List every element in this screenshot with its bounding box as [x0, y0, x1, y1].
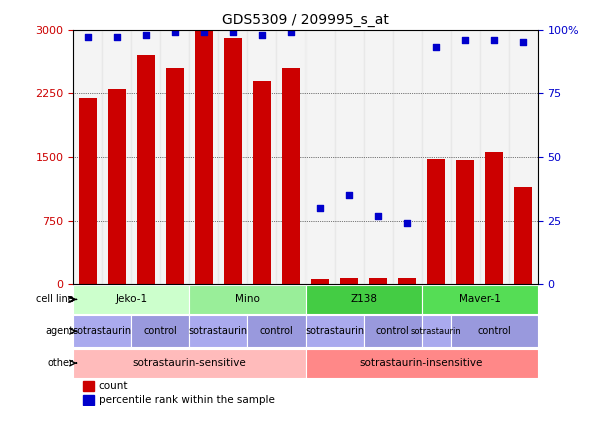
Text: Z138: Z138 — [350, 294, 377, 305]
FancyBboxPatch shape — [422, 315, 450, 347]
Point — [373, 212, 383, 219]
Text: other: other — [47, 358, 73, 368]
Point — [315, 204, 325, 211]
Point — [112, 34, 122, 41]
Bar — [364, 30, 392, 284]
Text: sotrastaurin-insensitive: sotrastaurin-insensitive — [360, 358, 483, 368]
Bar — [369, 278, 387, 284]
Bar — [393, 30, 422, 284]
FancyBboxPatch shape — [73, 349, 306, 378]
Text: sotrastaurin: sotrastaurin — [411, 327, 461, 336]
Bar — [103, 30, 131, 284]
FancyBboxPatch shape — [189, 285, 306, 314]
Bar — [456, 159, 474, 284]
Point — [199, 29, 209, 36]
FancyBboxPatch shape — [422, 285, 538, 314]
Bar — [485, 152, 503, 284]
Bar — [137, 55, 155, 284]
Text: control: control — [376, 326, 409, 336]
Point — [431, 44, 441, 51]
Bar — [82, 395, 94, 405]
Bar — [79, 98, 97, 284]
Text: sotrastaurin-sensitive: sotrastaurin-sensitive — [133, 358, 246, 368]
Point — [170, 29, 180, 36]
Text: sotrastaurin: sotrastaurin — [189, 326, 248, 336]
Bar — [508, 30, 538, 284]
FancyBboxPatch shape — [131, 315, 189, 347]
Text: count: count — [99, 381, 128, 391]
FancyBboxPatch shape — [306, 349, 538, 378]
Point — [286, 29, 296, 36]
Bar — [306, 30, 335, 284]
Bar — [166, 68, 184, 284]
FancyBboxPatch shape — [364, 315, 422, 347]
Bar — [219, 30, 247, 284]
Point — [83, 34, 93, 41]
Text: cell line: cell line — [35, 294, 73, 305]
Bar — [73, 30, 102, 284]
Bar — [335, 30, 364, 284]
Text: control: control — [477, 326, 511, 336]
Point — [402, 220, 412, 227]
Bar — [450, 30, 480, 284]
Bar — [276, 30, 306, 284]
Bar — [254, 80, 271, 284]
FancyBboxPatch shape — [73, 285, 189, 314]
Bar — [422, 30, 450, 284]
Text: sotrastaurin: sotrastaurin — [305, 326, 364, 336]
FancyBboxPatch shape — [306, 315, 364, 347]
Point — [344, 192, 354, 198]
Bar — [160, 30, 189, 284]
Text: Mino: Mino — [235, 294, 260, 305]
Text: sotrastaurin: sotrastaurin — [73, 326, 132, 336]
Bar — [196, 30, 213, 284]
Point — [489, 36, 499, 43]
Bar — [427, 159, 445, 284]
FancyBboxPatch shape — [450, 315, 538, 347]
Bar — [189, 30, 219, 284]
Text: control: control — [144, 326, 177, 336]
Text: control: control — [260, 326, 293, 336]
Text: Maver-1: Maver-1 — [459, 294, 500, 305]
Bar — [282, 68, 299, 284]
Point — [257, 31, 267, 38]
FancyBboxPatch shape — [189, 315, 247, 347]
Bar — [340, 277, 357, 284]
FancyBboxPatch shape — [306, 285, 422, 314]
Bar — [108, 89, 126, 284]
Bar — [311, 279, 329, 284]
FancyBboxPatch shape — [73, 315, 131, 347]
Point — [518, 39, 528, 46]
Bar — [514, 187, 532, 284]
Bar — [131, 30, 161, 284]
Bar — [224, 38, 241, 284]
Text: Jeko-1: Jeko-1 — [115, 294, 147, 305]
Point — [228, 29, 238, 36]
Title: GDS5309 / 209995_s_at: GDS5309 / 209995_s_at — [222, 13, 389, 27]
Bar — [247, 30, 276, 284]
Text: agent: agent — [45, 326, 73, 336]
Bar — [82, 381, 94, 391]
Point — [460, 36, 470, 43]
Text: percentile rank within the sample: percentile rank within the sample — [99, 395, 275, 405]
Bar — [398, 277, 415, 284]
FancyBboxPatch shape — [247, 315, 306, 347]
Bar — [480, 30, 508, 284]
Point — [141, 31, 151, 38]
